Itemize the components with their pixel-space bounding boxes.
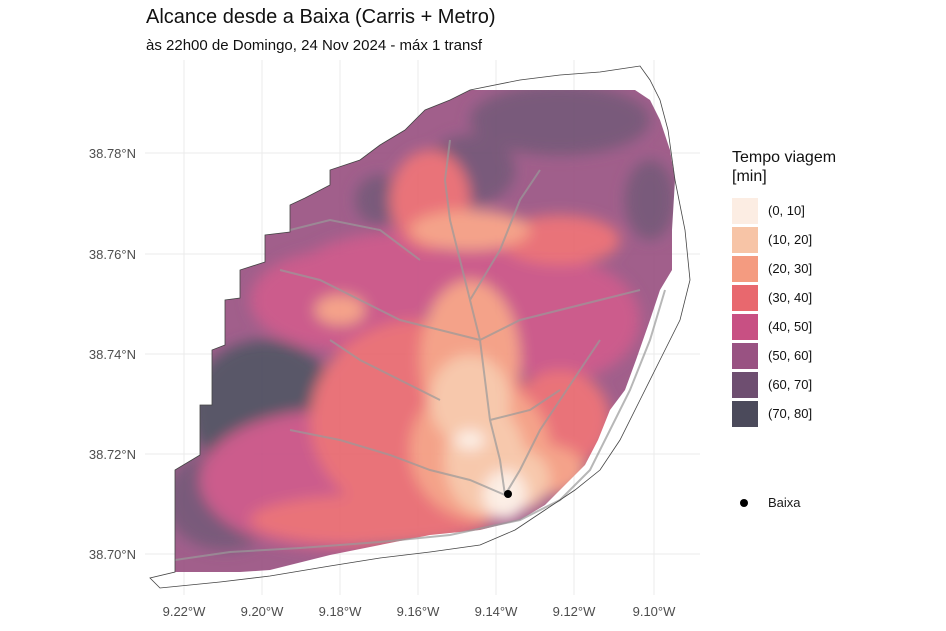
x-tick-label: 9.12°W	[553, 604, 597, 619]
x-tick-label: 9.16°W	[397, 604, 441, 619]
y-tick-label: 38.70°N	[89, 547, 136, 562]
x-tick-label: 9.22°W	[163, 604, 207, 619]
legend-label: (10, 20]	[768, 232, 813, 247]
legend-swatch	[732, 314, 758, 340]
travel-time-legend: Tempo viagem [min] (0, 10] (10, 20] (20, 3…	[732, 148, 872, 427]
map-title: Alcance desde a Baixa (Carris + Metro)	[146, 6, 496, 28]
y-tick-label: 38.74°N	[89, 347, 136, 362]
legend-item: (50, 60]	[732, 343, 892, 369]
legend-label: (30, 40]	[768, 290, 813, 305]
legend-swatch	[732, 285, 758, 311]
legend-label: (40, 50]	[768, 319, 813, 334]
legend-item: (10, 20]	[732, 227, 892, 253]
legend-label: (70, 80]	[768, 406, 813, 421]
legend-swatch	[732, 227, 758, 253]
legend-title-line: [min]	[732, 168, 767, 185]
legend-label: (0, 10]	[768, 203, 805, 218]
y-tick-label: 38.78°N	[89, 146, 136, 161]
legend-item: (0, 10]	[732, 198, 892, 224]
legend-label: (50, 60]	[768, 348, 813, 363]
transit-network	[174, 139, 666, 561]
legend-item: (30, 40]	[732, 285, 892, 311]
city-boundary	[149, 65, 691, 589]
legend-swatch	[732, 401, 758, 427]
map-subtitle: às 22h00 de Domingo, 24 Nov 2024 - máx 1…	[146, 37, 483, 54]
legend-item: (70, 80]	[732, 401, 892, 427]
baixa-legend-label: Baixa	[768, 495, 801, 510]
x-tick-label: 9.14°W	[475, 604, 519, 619]
x-tick-label: 9.18°W	[319, 604, 363, 619]
legend-item: (40, 50]	[732, 314, 892, 340]
x-tick-label: 9.10°W	[633, 604, 677, 619]
legend-swatch	[732, 256, 758, 282]
legend-swatch	[732, 343, 758, 369]
legend-swatch	[732, 198, 758, 224]
baixa-point	[504, 490, 512, 498]
legend-item: (60, 70]	[732, 372, 892, 398]
legend-item: (20, 30]	[732, 256, 892, 282]
y-axis-labels: 38.78°N 38.76°N 38.74°N 38.72°N 38.70°N	[89, 146, 136, 562]
y-tick-label: 38.72°N	[89, 447, 136, 462]
legend-title-line: Tempo viagem	[732, 149, 837, 166]
baixa-legend-dot	[740, 499, 748, 507]
travel-time-surface	[175, 90, 675, 572]
x-axis-labels: 9.22°W 9.20°W 9.18°W 9.16°W 9.14°W 9.12°…	[163, 604, 677, 619]
legend-label: (20, 30]	[768, 261, 813, 276]
legend-title: Tempo viagem [min]	[732, 148, 872, 186]
y-tick-label: 38.76°N	[89, 247, 136, 262]
x-tick-label: 9.20°W	[241, 604, 285, 619]
legend-label: (60, 70]	[768, 377, 813, 392]
legend-swatch	[732, 372, 758, 398]
